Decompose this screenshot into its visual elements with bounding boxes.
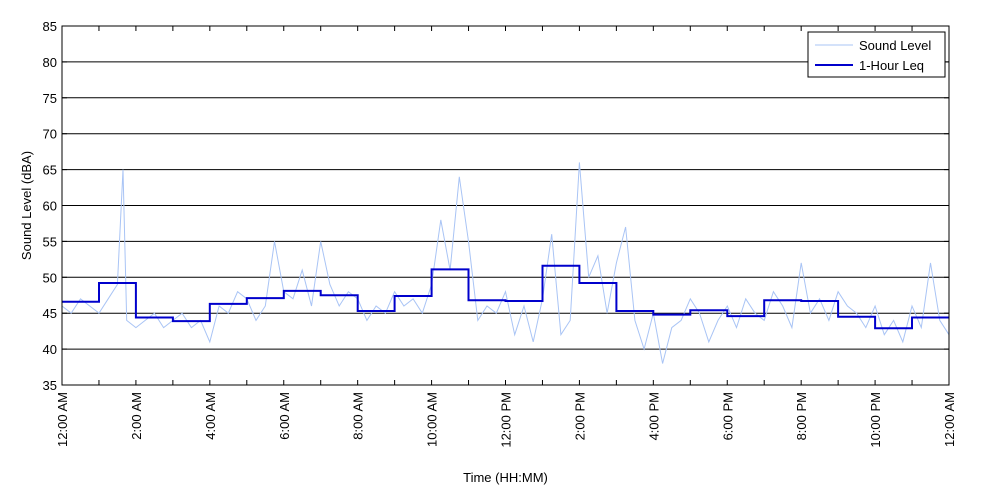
y-tick-label: 55 — [43, 234, 57, 249]
y-axis: 35 40 45 50 55 60 65 70 75 80 85 — [43, 19, 949, 393]
x-tick-label: 10:00 AM — [425, 392, 440, 447]
legend-label-1-hour-leq: 1-Hour Leq — [859, 58, 924, 73]
y-tick-label: 85 — [43, 19, 57, 34]
legend-label-sound-level: Sound Level — [859, 38, 931, 53]
x-tick-label: 8:00 AM — [351, 392, 366, 440]
y-tick-label: 80 — [43, 55, 57, 70]
x-tick-label: 8:00 PM — [794, 392, 809, 440]
legend-box — [807, 31, 946, 78]
legend: Sound Level 1-Hour Leq — [807, 31, 946, 78]
y-tick-label: 40 — [43, 342, 57, 357]
gridlines — [62, 61, 949, 350]
x-tick-label: 12:00 AM — [55, 392, 70, 447]
x-tick-label: 6:00 PM — [720, 392, 735, 440]
x-tick-label: 12:00 AM — [942, 392, 957, 447]
x-tick-label: 2:00 AM — [129, 392, 144, 440]
x-tick-label: 4:00 AM — [203, 392, 218, 440]
y-tick-label: 35 — [43, 378, 57, 393]
x-tick-label: 6:00 AM — [277, 392, 292, 440]
y-tick-label: 75 — [43, 91, 57, 106]
series-sound-level-line — [61, 162, 950, 364]
x-tick-label: 4:00 PM — [646, 392, 661, 440]
x-tick-label: 2:00 PM — [572, 392, 587, 440]
x-tick-label: 10:00 PM — [868, 392, 883, 448]
series-1-hour-leq-line — [62, 264, 949, 330]
y-tick-label: 60 — [43, 199, 57, 214]
y-tick-label: 65 — [43, 163, 57, 178]
y-tick-label: 50 — [43, 270, 57, 285]
y-tick-label: 45 — [43, 306, 57, 321]
x-axis-label: Time (HH:MM) — [463, 470, 548, 485]
y-axis-label: Sound Level (dBA) — [19, 151, 34, 260]
y-tick-label: 70 — [43, 127, 57, 142]
series-layer — [61, 162, 950, 364]
x-tick-label: 12:00 PM — [499, 392, 514, 448]
x-axis: 12:00 AM 2:00 AM 4:00 AM 6:00 AM 8:00 AM 10:0… — [55, 26, 957, 448]
